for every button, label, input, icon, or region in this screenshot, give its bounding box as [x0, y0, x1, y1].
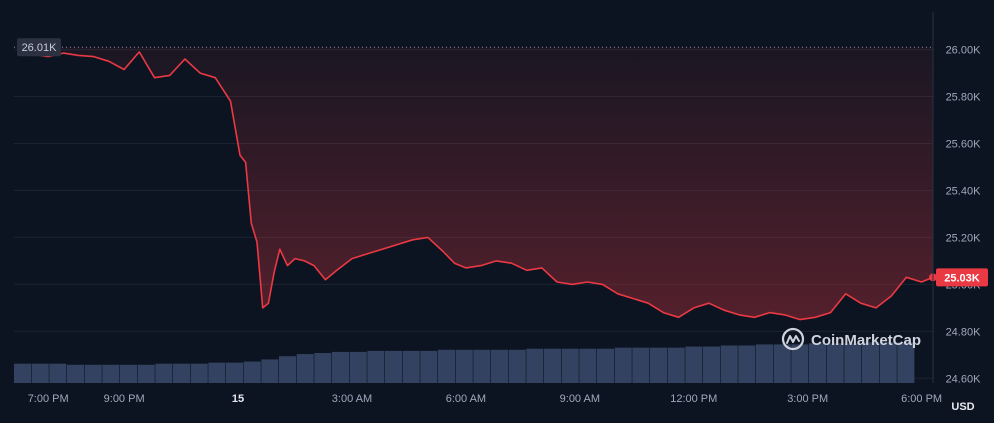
volume-bar — [14, 363, 32, 383]
volume-bar — [579, 348, 597, 383]
volume-bar — [508, 349, 526, 383]
volume-bar — [667, 347, 685, 383]
high-price-badge: 26.01K — [17, 38, 61, 57]
x-tick-label: 9:00 AM — [560, 393, 600, 405]
volume-bar — [190, 363, 208, 383]
volume-bar — [703, 346, 721, 383]
y-tick-label: 25.20K — [946, 232, 982, 244]
volume-bar — [544, 348, 562, 383]
volume-bar — [879, 342, 897, 383]
volume-bar — [349, 351, 367, 383]
volume-bar — [279, 356, 297, 383]
current-price-badge: 25.03K — [936, 268, 988, 287]
volume-bar — [561, 348, 579, 383]
volume-bar — [367, 350, 385, 383]
volume-bar — [597, 348, 615, 383]
volume-bar — [738, 345, 756, 383]
volume-bar — [473, 349, 491, 383]
y-tick-label: 24.80K — [946, 326, 982, 338]
y-tick-label: 24.60K — [946, 373, 982, 385]
volume-bar — [526, 348, 544, 383]
volume-bar — [614, 347, 632, 383]
price-area-fill — [17, 47, 934, 320]
volume-bar — [897, 342, 915, 383]
x-tick-label: 6:00 PM — [901, 393, 942, 405]
coinmarketcap-watermark: CoinMarketCap — [781, 327, 921, 351]
volume-bar — [455, 349, 473, 383]
x-tick-label: 6:00 AM — [446, 393, 486, 405]
x-tick-label: 15 — [232, 393, 244, 405]
volume-bar — [685, 346, 703, 383]
price-line — [17, 51, 934, 321]
volume-bar — [296, 354, 314, 383]
volume-bar — [862, 342, 880, 383]
volume-bar — [385, 350, 403, 383]
volume-bar — [826, 343, 844, 383]
volume-bar — [102, 364, 120, 383]
y-tick-label: 25.80K — [946, 92, 982, 104]
x-axis: 7:00 PM 9:00 PM 15 3:00 AM 6:00 AM 9:00 AM 12:… — [28, 393, 942, 405]
volume-bar — [332, 351, 350, 383]
volume-bar — [173, 363, 191, 383]
volume-bar — [261, 359, 279, 383]
volume-bar — [756, 344, 774, 383]
currency-unit-label: USD — [951, 401, 974, 413]
volume-bar — [650, 347, 668, 383]
volume-bar — [243, 361, 261, 383]
volume-bar — [208, 362, 226, 383]
volume-bar — [49, 363, 67, 383]
volume-bar — [420, 350, 438, 383]
watermark-brand-text: CoinMarketCap — [811, 332, 921, 349]
volume-bar — [809, 343, 827, 383]
volume-bar — [226, 362, 244, 383]
x-tick-label: 3:00 AM — [332, 393, 372, 405]
volume-bar — [491, 349, 509, 383]
x-tick-label: 3:00 PM — [787, 393, 828, 405]
volume-bar — [67, 364, 85, 383]
x-tick-label: 12:00 PM — [670, 393, 717, 405]
volume-bar — [314, 353, 332, 383]
volume-bar — [137, 364, 155, 383]
high-price-label: 26.01K — [22, 42, 58, 54]
volume-bar — [844, 343, 862, 383]
volume-bar — [632, 347, 650, 383]
volume-bar — [773, 344, 791, 383]
y-tick-label: 25.60K — [946, 138, 982, 150]
volume-bar — [84, 364, 102, 383]
y-tick-label: 26.00K — [946, 45, 982, 57]
volume-bars — [14, 342, 915, 383]
volume-bar — [155, 363, 173, 383]
volume-bar — [438, 349, 456, 383]
volume-bar — [720, 345, 738, 383]
x-tick-label: 7:00 PM — [28, 393, 69, 405]
volume-bar — [120, 364, 138, 383]
y-tick-label: 25.40K — [946, 185, 982, 197]
volume-bar — [791, 344, 809, 383]
volume-bar — [402, 350, 420, 383]
current-price-label: 25.03K — [944, 272, 980, 284]
volume-bar — [31, 363, 49, 383]
x-tick-label: 9:00 PM — [104, 393, 145, 405]
coinmarketcap-logo-icon — [781, 327, 805, 351]
